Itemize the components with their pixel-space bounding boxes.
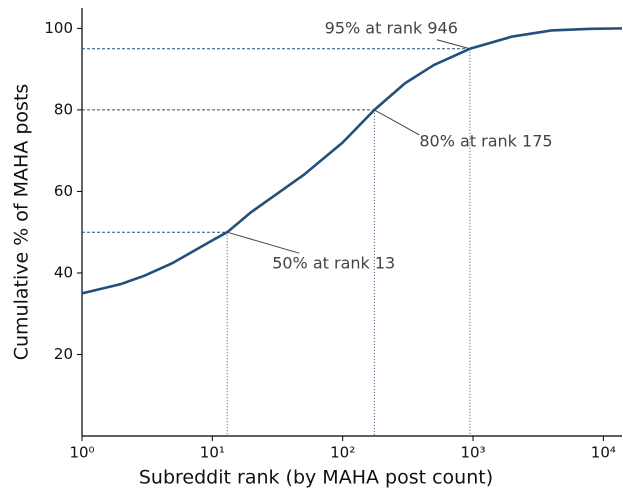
line	[81, 27, 623, 295]
x-tick-label: 10¹	[200, 444, 225, 462]
annotation: 80% at rank 175	[419, 131, 552, 150]
annotation: 95% at rank 946	[325, 18, 458, 37]
annotation-arrow	[227, 231, 300, 254]
x-tick-label: 10⁰	[69, 444, 94, 462]
y-tick-label: 80	[54, 100, 73, 118]
annotation-arrow	[436, 39, 471, 50]
x-tick-label: 10⁴	[591, 444, 616, 462]
x-axis-label: Subreddit rank (by MAHA post count)	[139, 467, 493, 489]
x-tick-label: 10²	[330, 444, 355, 462]
y-axis-label: Cumulative % of MAHA posts	[11, 84, 33, 361]
y-tick-label: 20	[54, 345, 73, 363]
annotation-arrow	[374, 109, 420, 136]
annotation: 50% at rank 13	[272, 254, 395, 273]
y-tick-label: 40	[54, 263, 73, 281]
x-tick-label: 10³	[460, 444, 485, 462]
y-tick-label: 100	[44, 19, 73, 37]
y-tick-label: 60	[54, 182, 73, 200]
